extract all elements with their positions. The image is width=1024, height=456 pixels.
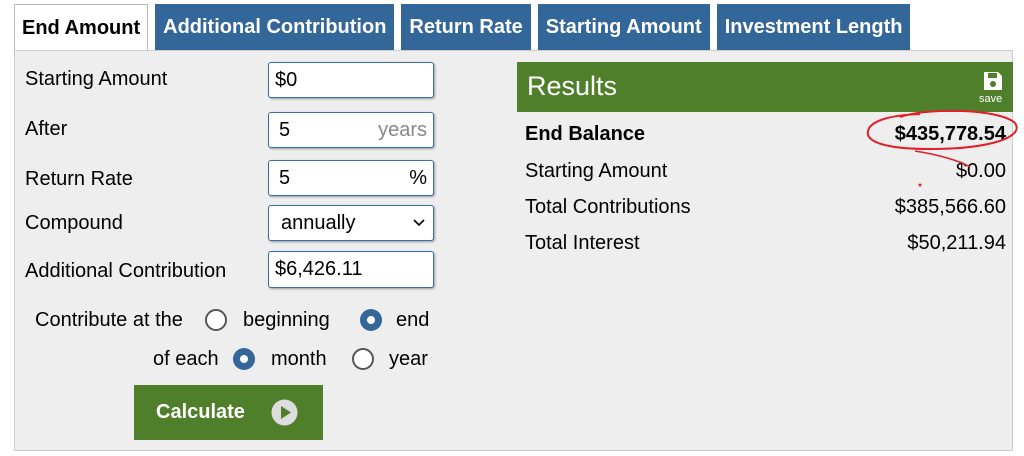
result-value: $50,211.94 xyxy=(907,232,1006,254)
results-header: Results save xyxy=(517,62,1013,112)
radio-group-label: of each xyxy=(153,348,219,370)
field-label: Additional Contribution xyxy=(25,260,227,282)
result-label: Total Contributions xyxy=(525,196,691,218)
result-value: $435,778.54 xyxy=(894,123,1006,145)
select-value: annually xyxy=(281,212,356,234)
radio-group-label: Contribute at the xyxy=(35,309,183,331)
input-value: 5 xyxy=(279,167,291,189)
result-label: Total Interest xyxy=(525,232,640,254)
tab[interactable]: Return Rate xyxy=(401,4,531,50)
play-icon xyxy=(271,399,298,426)
annotation xyxy=(866,109,1018,187)
input-unit: % xyxy=(409,167,427,189)
field-label: Return Rate xyxy=(25,168,133,190)
input-value: $0 xyxy=(275,69,298,91)
panel xyxy=(14,50,1013,451)
text-input[interactable]: 5% xyxy=(268,160,434,196)
save-label[interactable]: save xyxy=(979,93,1003,105)
input-value: $6,426.11 xyxy=(275,258,363,280)
dropdown-arrow xyxy=(413,219,425,227)
tab-bar: End Amount Additional Contribution Return … xyxy=(14,4,911,50)
input-value: 5 xyxy=(279,119,291,141)
input-unit: years xyxy=(378,119,427,141)
text-input[interactable]: $6,426.11 xyxy=(268,251,434,288)
select[interactable]: annually xyxy=(268,205,434,241)
radio-label[interactable]: end xyxy=(396,309,430,331)
result-label: End Balance xyxy=(525,123,646,145)
radio[interactable] xyxy=(352,348,374,370)
result-value: $385,566.60 xyxy=(894,196,1006,218)
radio[interactable] xyxy=(360,309,382,331)
tab[interactable]: Starting Amount xyxy=(537,4,710,50)
radio[interactable] xyxy=(205,309,227,331)
radio[interactable] xyxy=(233,348,255,370)
field-label: Starting Amount xyxy=(25,68,168,90)
radio-label[interactable]: beginning xyxy=(243,309,330,331)
button-label: Calculate xyxy=(156,401,245,423)
result-label: Starting Amount xyxy=(525,160,668,182)
field-label: Compound xyxy=(25,212,123,234)
tab[interactable]: Additional Contribution xyxy=(155,4,395,50)
radio-label[interactable]: year xyxy=(389,348,428,370)
text-input[interactable]: $0 xyxy=(268,62,434,98)
field-label: After xyxy=(25,118,68,140)
tab[interactable]: Investment Length xyxy=(716,4,911,50)
radio-label[interactable]: month xyxy=(271,348,327,370)
results-title: Results xyxy=(527,71,618,101)
tab[interactable]: End Amount xyxy=(14,4,149,50)
text-input[interactable]: 5 years xyxy=(268,112,434,148)
calculate-button[interactable]: Calculate xyxy=(134,385,323,440)
save-icon[interactable] xyxy=(983,71,1003,91)
